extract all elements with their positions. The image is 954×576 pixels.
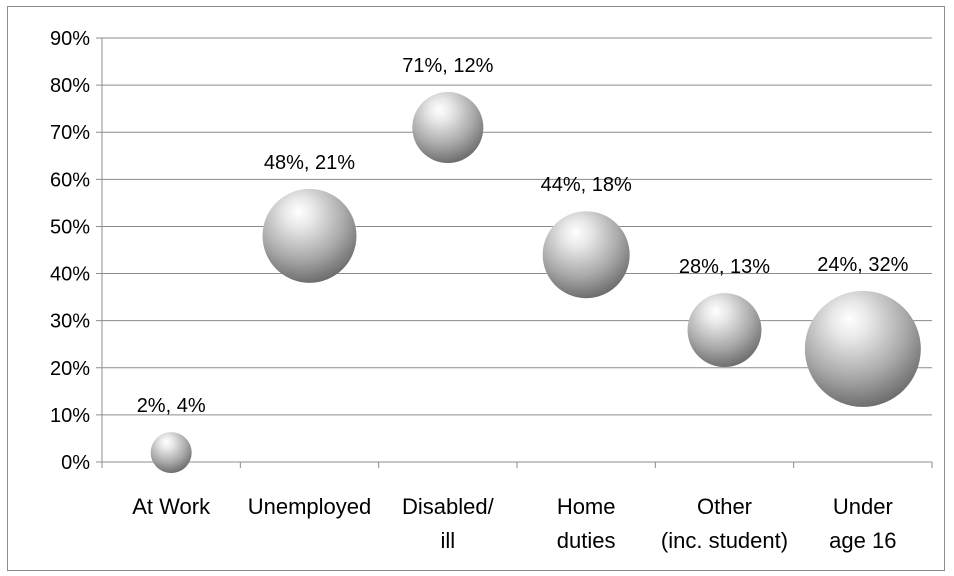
bubble <box>542 211 630 299</box>
y-tick-label: 30% <box>50 311 90 333</box>
bubble <box>150 432 192 474</box>
y-tick-label: 60% <box>50 169 90 191</box>
y-tick-label: 80% <box>50 75 90 97</box>
bubbles <box>150 91 921 474</box>
y-tick-label: 20% <box>50 358 90 380</box>
data-label: 28%, 13% <box>679 256 770 278</box>
x-category-label: Unemployed <box>248 494 372 519</box>
bubble <box>412 91 484 164</box>
y-tick-label: 40% <box>50 264 90 286</box>
y-tick-label: 10% <box>50 405 90 427</box>
data-label: 71%, 12% <box>402 55 493 77</box>
chart-frame <box>7 6 945 571</box>
y-tick-label: 0% <box>61 452 90 474</box>
data-label: 48%, 21% <box>264 152 355 174</box>
data-label: 44%, 18% <box>541 174 632 196</box>
data-label: 2%, 4% <box>137 395 206 417</box>
x-category-label: At Work <box>132 494 211 519</box>
data-label: 24%, 32% <box>817 254 908 276</box>
y-tick-label: 70% <box>50 122 90 144</box>
gridlines <box>96 37 932 463</box>
bubble <box>687 293 762 368</box>
axes: 0% 10% 20% 30% 40% 50% 60% 70% 80% 90% At Work Unem… <box>50 28 933 553</box>
x-category-label: Disabled/ill <box>402 494 495 553</box>
data-labels: 2%, 4% 48%, 21% 71%, 12% 44%, 18% 28%, 13% 24… <box>137 55 909 417</box>
x-category-label: Home duties <box>557 494 616 553</box>
x-category-label: Other (inc. student) <box>661 494 788 553</box>
y-tick-label: 90% <box>50 28 90 50</box>
bubble <box>262 188 357 283</box>
y-tick-label: 50% <box>50 216 90 238</box>
x-category-label: Under age 16 <box>829 494 896 553</box>
bubble <box>804 290 921 407</box>
